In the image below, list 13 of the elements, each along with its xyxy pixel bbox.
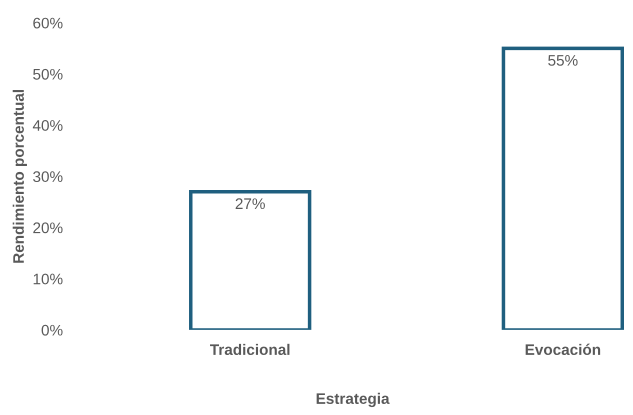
y-tick-label: 60% [33,18,63,29]
y-tick-label: 20% [33,222,63,234]
x-axis-title: Estrategia [316,392,390,408]
y-tick-label: 40% [32,120,63,131]
x-tick-label: Evocación [526,344,600,356]
y-tick-label: 10% [34,274,63,284]
y-tick-label: 50% [33,68,63,80]
x-tick-label: Tradicional [210,344,290,356]
y-tick-label: 30% [33,171,63,182]
data-label: 55% [548,55,578,66]
y-axis-title: Rendimiento porcentual [12,90,27,263]
data-label: 27% [236,198,265,210]
y-tick-label: 0% [42,324,63,336]
